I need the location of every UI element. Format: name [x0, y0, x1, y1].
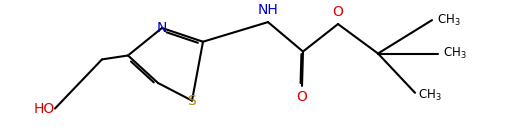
Text: N: N — [157, 21, 167, 35]
Text: CH$_3$: CH$_3$ — [417, 88, 441, 103]
Text: O: O — [296, 90, 307, 104]
Text: NH: NH — [258, 3, 279, 17]
Text: O: O — [333, 5, 344, 19]
Text: CH$_3$: CH$_3$ — [437, 13, 461, 28]
Text: CH$_3$: CH$_3$ — [443, 46, 467, 61]
Text: S: S — [187, 94, 197, 108]
Text: HO: HO — [34, 101, 55, 115]
